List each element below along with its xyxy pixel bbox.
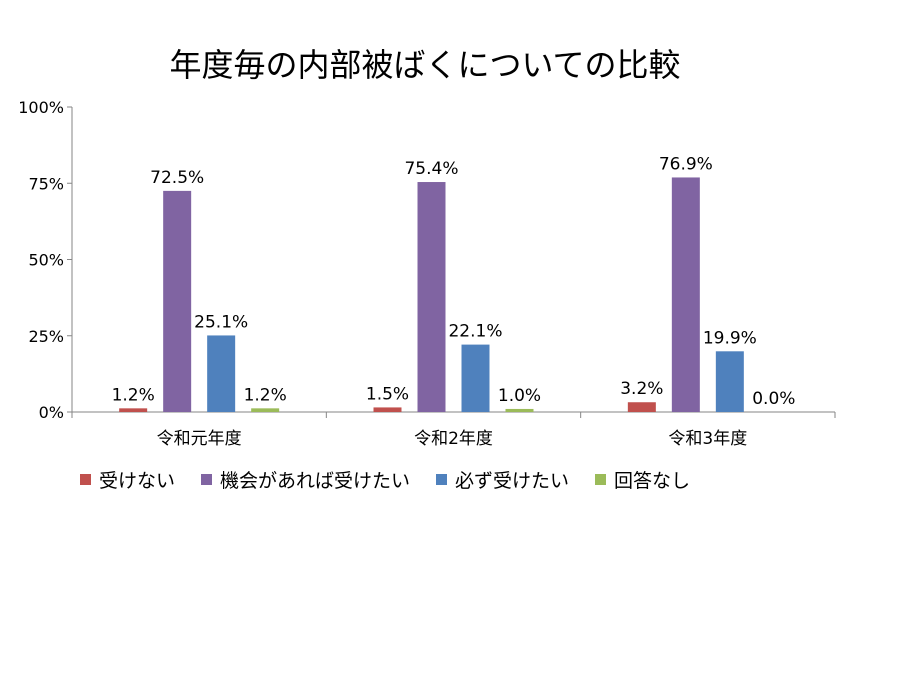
data-label: 22.1% (448, 322, 502, 342)
data-label: 1.2% (244, 385, 287, 405)
legend-label: 回答なし (614, 470, 691, 492)
data-label: 1.2% (112, 385, 155, 405)
bar (251, 408, 280, 412)
data-label: 19.9% (703, 328, 757, 348)
bar (461, 344, 490, 412)
bar (163, 190, 192, 412)
x-tick-label: 令和元年度 (157, 429, 242, 449)
bar (119, 408, 148, 412)
bar (373, 407, 402, 412)
y-tick-label: 25% (28, 327, 64, 346)
legend-swatch (80, 474, 91, 485)
legend-label: 機会があれば受けたい (220, 470, 411, 492)
y-tick-label: 0% (39, 403, 64, 422)
legend-label: 必ず受けたい (455, 470, 570, 492)
bar (671, 177, 700, 412)
bar (627, 402, 656, 412)
bar (715, 351, 744, 412)
data-label: 1.0% (498, 386, 541, 406)
bar (417, 182, 446, 412)
data-label: 76.9% (659, 154, 713, 174)
legend-swatch (436, 474, 448, 485)
y-tick-label: 100% (18, 98, 64, 117)
legend-item: 受けない (80, 466, 175, 493)
legend-item: 機会があれば受けたい (201, 466, 410, 493)
legend: 受けない 機会があれば受けたい 必ず受けたい 回答なし (80, 466, 690, 493)
legend-item: 必ず受けたい (436, 466, 569, 493)
x-tick-label: 令和3年度 (668, 429, 747, 449)
data-label: 75.4% (404, 159, 458, 179)
data-label: 0.0% (752, 389, 795, 409)
bar (207, 335, 236, 412)
data-label: 72.5% (150, 168, 204, 188)
x-tick-label: 令和2年度 (414, 429, 493, 449)
data-label: 25.1% (194, 312, 248, 332)
data-label: 3.2% (620, 379, 663, 399)
legend-label: 受けない (99, 470, 176, 492)
y-tick-label: 75% (28, 174, 64, 193)
legend-swatch (201, 474, 213, 485)
bar (505, 408, 534, 412)
legend-item: 回答なし (595, 466, 690, 493)
legend-swatch (595, 474, 607, 485)
y-tick-label: 50% (28, 251, 64, 270)
data-label: 1.5% (366, 384, 409, 404)
chart-title: 年度毎の内部被ばくについての比較 (169, 46, 681, 84)
